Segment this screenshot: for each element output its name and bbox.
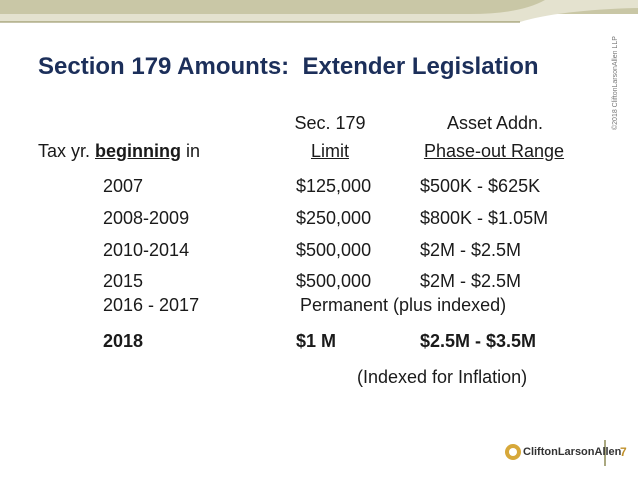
logo-icon-inner: [509, 448, 517, 456]
table-cell: $500,000: [296, 271, 372, 291]
table-cell: $800K - $1.05M: [420, 208, 549, 228]
table-cell: $2M - $2.5M: [420, 240, 522, 260]
header-part: beginning: [95, 141, 181, 161]
table-cell: 2007: [103, 176, 144, 196]
table-cell: $500,000: [296, 240, 372, 260]
header-part: Tax yr.: [38, 141, 96, 161]
top-band: [0, 0, 638, 14]
col-header: Tax yr. beginning in: [38, 140, 200, 162]
note: (Indexed for Inflation): [357, 367, 528, 387]
col-header: Phase-out Range: [423, 141, 565, 161]
col-header: Asset Addn.: [446, 113, 544, 133]
col-header: Limit: [310, 141, 349, 161]
header-part: in: [181, 141, 201, 161]
table-cell: $250,000: [296, 208, 372, 228]
table-cell: $500K - $625K: [420, 176, 541, 196]
table-cell: 2018: [103, 331, 144, 351]
table-cell: 2010-2014: [103, 240, 190, 260]
table-cell: $125,000: [296, 176, 372, 196]
col-header: Sec. 179: [294, 113, 366, 133]
table-cell: $2.5M - $3.5M: [420, 331, 537, 351]
table-cell: $1 M: [296, 331, 337, 351]
title: Section 179 Amounts: Extender Legislatio…: [38, 53, 539, 80]
page-number: 7: [620, 445, 627, 459]
copyright: ©2018 CliftonLarsonAllen LLP: [612, 36, 619, 130]
table-cell: 2008-2009: [103, 208, 190, 228]
table-cell: 2015: [103, 271, 144, 291]
table-cell: $2M - $2.5M: [420, 271, 522, 291]
table-cell: Permanent (plus indexed): [300, 295, 507, 315]
logo-text: CliftonLarsonAllen: [523, 446, 622, 458]
table-cell: 2016 - 2017: [103, 295, 200, 315]
top-swoosh: [0, 0, 638, 22]
